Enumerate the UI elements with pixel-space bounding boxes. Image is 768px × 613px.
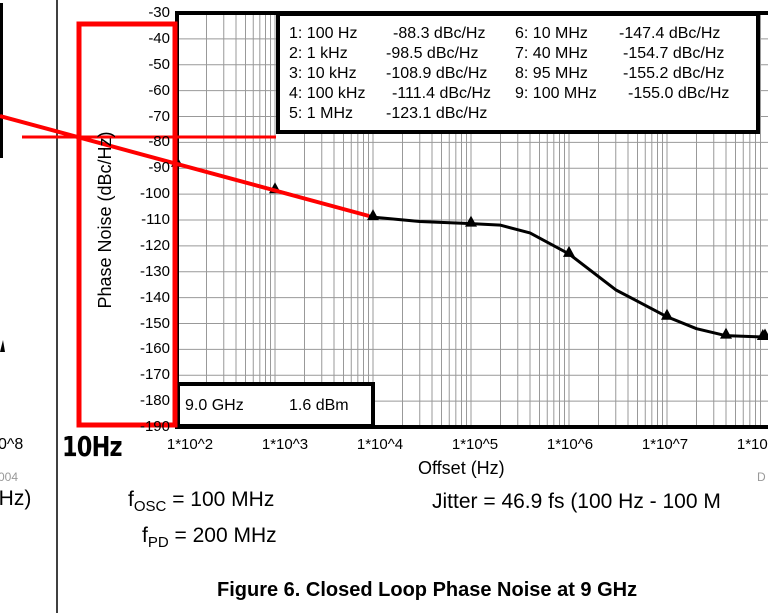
legend-label: 5: 1 MHz [289,105,354,122]
left-fragment-3: lHz) [0,487,32,510]
corner-fragment: D [757,470,766,484]
y-tick-label: -130 [139,262,170,280]
legend-label: 2: 1 kHz [289,45,348,62]
legend-value: -88.3 dBc/Hz [393,25,486,42]
marker-4 [465,215,477,227]
annotation-rectangle [76,21,178,428]
legend-label: 1: 100 Hz [289,25,358,42]
x-tick-label: 1*10^5 [451,436,499,453]
fpd-note: fPD = 200 MHz [142,524,277,551]
legend-label: 9: 100 MHz [515,85,597,102]
fosc-f: f [128,488,134,511]
marker-9 [759,328,768,340]
figure-caption: Figure 6. Closed Loop Phase Noise at 9 G… [217,579,638,601]
y-tick-label: -50 [148,55,170,73]
fosc-value: = 100 MHz [172,488,275,511]
x-tick-label: 1*10^4 [356,436,404,453]
marker-5 [563,245,575,257]
legend-value: -98.5 dBc/Hz [386,45,479,62]
partial-marker [0,340,5,352]
carrier-frequency: 9.0 GHz [185,397,244,414]
y-tick-label: -140 [139,288,170,306]
marker-6 [661,308,673,320]
x-axis-label: Offset (Hz) [418,458,505,478]
carrier-power: 1.6 dBm [289,397,349,414]
y-tick-label: -100 [139,185,170,203]
y-tick-label: -40 [148,29,170,47]
legend-value: -147.4 dBc/Hz [619,25,721,42]
handwritten-note: 10Hz [62,430,123,463]
carrier-box [176,382,375,428]
y-tick-label: -60 [148,81,170,99]
x-tick-label: 1*10^7 [641,436,689,453]
x-tick-label: 1*10^6 [546,436,594,453]
marker-3 [367,209,379,221]
y-tick-label: -110 [141,211,170,228]
x-tick-label: 1*10^3 [261,436,309,453]
fpd-sub: PD [147,534,169,551]
legend-label: 6: 10 MHz [515,25,588,42]
legend-value: -108.9 dBc/Hz [386,65,488,82]
fosc-sub: OSC [133,498,167,515]
legend-label: 4: 100 kHz [289,85,366,102]
left-bar [0,3,3,158]
legend-value: -155.2 dBc/Hz [623,65,725,82]
fosc-note: fOSC = 100 MHz [128,488,274,515]
left-fragment-1: 0^8 [0,436,24,453]
legend-label: 7: 40 MHz [515,45,588,62]
legend-value: -123.1 dBc/Hz [386,105,488,122]
legend-value: -154.7 dBc/Hz [623,45,725,62]
y-tick-label: -90 [148,159,170,177]
marker-7 [720,327,733,339]
y-tick-label: -180 [139,392,170,410]
jitter-note: Jitter = 46.9 fs (100 Hz - 100 M [432,490,721,513]
legend-value: -111.4 dBc/Hz [392,85,492,102]
legend-value: -155.0 dBc/Hz [628,85,730,102]
x-tick-label: 1*10^8 [736,436,768,453]
y-tick-label: -80 [148,133,170,151]
y-tick-label: -120 [139,236,170,254]
y-tick-label: -30 [148,4,170,21]
left-fragment-2: 004 [0,470,19,484]
y-axis-label: Phase Noise (dBc/Hz) [95,131,115,309]
fpd-value: = 200 MHz [174,524,277,547]
fpd-f: f [142,524,148,547]
y-tick-label: -190 [139,418,170,435]
legend-label: 8: 95 MHz [515,65,588,82]
y-tick-label: -70 [148,107,170,125]
y-tick-label: -170 [139,366,170,384]
legend-box [276,12,760,134]
legend-label: 3: 10 kHz [289,65,357,82]
y-tick-label: -150 [139,314,170,332]
annotation-slope-line [0,114,370,218]
y-tick-label: -160 [139,340,170,358]
x-tick-label: 1*10^2 [166,436,214,453]
